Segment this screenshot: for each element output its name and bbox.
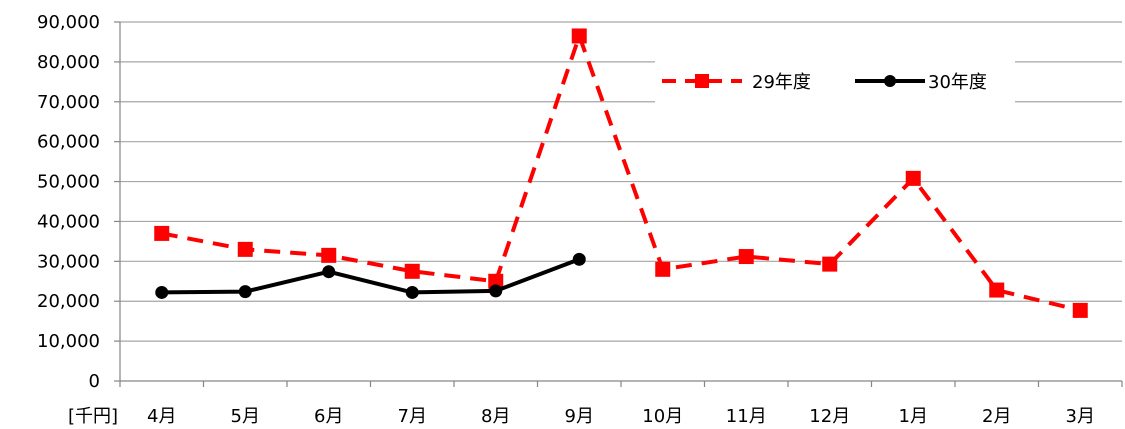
x-tick-label: 11月	[726, 406, 767, 427]
data-point-square	[571, 28, 587, 44]
x-tick-label: 4月	[147, 406, 176, 427]
y-tick-label: 70,000	[37, 92, 100, 113]
data-point-circle	[155, 285, 169, 299]
unit-label: [千円]	[68, 406, 118, 427]
data-point-square	[321, 247, 337, 263]
y-tick-label: 10,000	[37, 331, 100, 352]
x-tick-label: 8月	[481, 406, 510, 427]
legend-label-29: 29年度	[752, 72, 811, 93]
legend-marker-29	[695, 74, 709, 88]
legend-label-30: 30年度	[928, 72, 987, 93]
data-point-square	[989, 282, 1005, 298]
data-point-circle	[238, 285, 252, 299]
data-point-square	[404, 263, 420, 279]
series-line-0	[161, 34, 1081, 313]
data-point-square	[1072, 302, 1088, 318]
data-point-square	[822, 256, 838, 272]
x-tick-labels: 4月 5月 6月 7月 8月 9月 10月 11月 12月 1月 2月 3月	[147, 406, 1095, 427]
legend-marker-30	[884, 75, 896, 87]
axes	[114, 21, 1123, 387]
data-point-circle	[322, 265, 336, 279]
data-point-square	[905, 170, 921, 186]
data-point-square	[655, 261, 671, 277]
x-tick-label: 12月	[809, 406, 850, 427]
x-tick-label: 6月	[314, 406, 343, 427]
series-line-1	[161, 257, 581, 295]
gridlines	[120, 21, 1122, 342]
data-point-square	[237, 241, 253, 257]
x-tick-label: 3月	[1066, 406, 1095, 427]
data-point-circle	[489, 284, 503, 298]
legend: 29年度 30年度	[655, 57, 1015, 103]
series-layer	[154, 28, 1088, 318]
x-tick-label: 2月	[982, 406, 1011, 427]
data-point-square	[154, 225, 170, 241]
data-point-square	[738, 249, 754, 265]
y-tick-label: 40,000	[37, 211, 100, 232]
y-tick-label: 0	[89, 371, 100, 392]
y-tick-label: 80,000	[37, 52, 100, 73]
x-tick-label: 9月	[565, 406, 594, 427]
x-tick-label: 10月	[642, 406, 683, 427]
y-tick-label: 60,000	[37, 132, 100, 153]
data-point-square	[488, 273, 504, 289]
y-tick-label: 50,000	[37, 172, 100, 193]
x-tick-label: 1月	[899, 406, 928, 427]
y-tick-label: 30,000	[37, 251, 100, 272]
y-tick-label: 20,000	[37, 291, 100, 312]
y-tick-labels: 0 10,000 20,000 30,000 40,000 50,000 60,000 70,…	[37, 12, 100, 392]
data-point-circle	[572, 252, 586, 266]
data-point-circle	[405, 285, 419, 299]
y-tick-label: 90,000	[37, 12, 100, 33]
x-tick-label: 7月	[398, 406, 427, 427]
x-tick-label: 5月	[231, 406, 260, 427]
